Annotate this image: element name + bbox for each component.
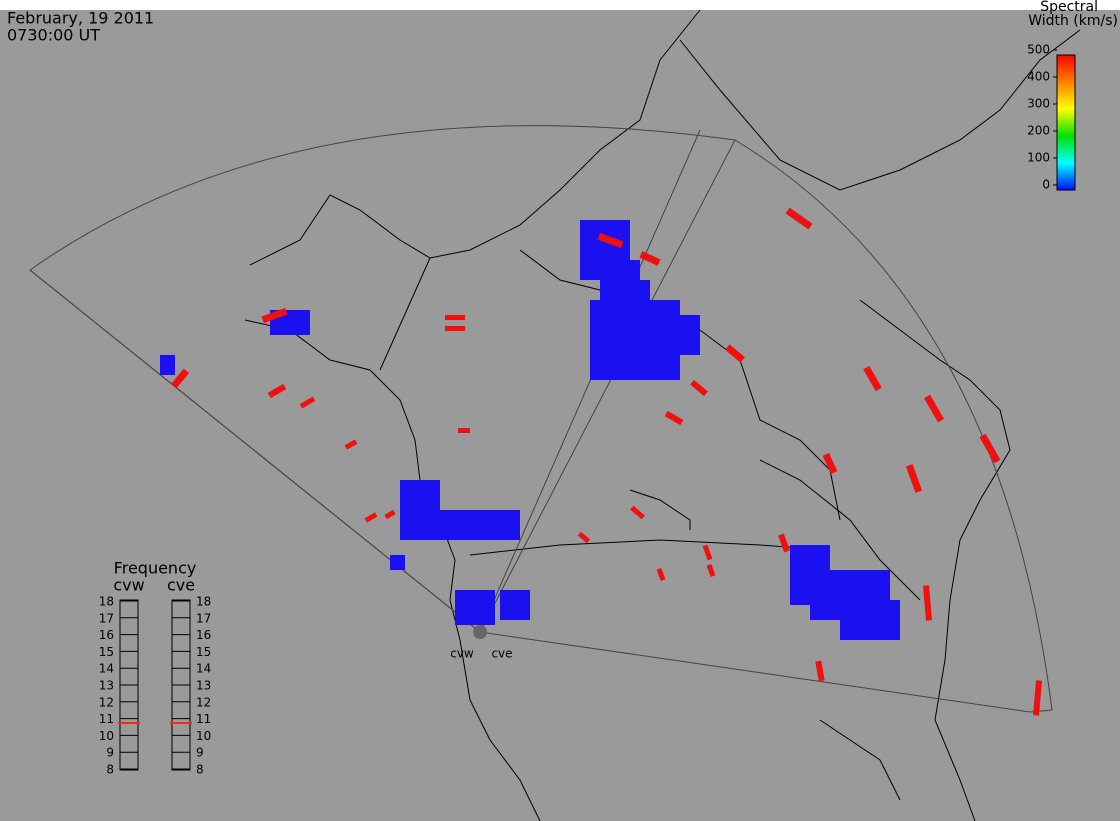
cell bbox=[170, 368, 190, 389]
radar-label: cvw bbox=[450, 647, 474, 661]
frequency-title: Frequency bbox=[114, 559, 197, 578]
cell bbox=[440, 510, 520, 540]
cell bbox=[364, 512, 378, 523]
radar-name: cve bbox=[167, 576, 195, 595]
frequency-tick-label: 14 bbox=[99, 662, 114, 676]
frequency-tick-label: 15 bbox=[99, 645, 114, 659]
cell bbox=[445, 315, 465, 320]
cell bbox=[664, 410, 684, 426]
cell bbox=[785, 207, 813, 230]
cell bbox=[725, 344, 745, 363]
coastlines bbox=[244, 9, 1081, 821]
frequency-tick-label: 11 bbox=[196, 712, 211, 726]
cell bbox=[390, 555, 405, 570]
cell bbox=[630, 505, 645, 520]
frequency-tick-label: 16 bbox=[99, 628, 114, 642]
cell bbox=[863, 365, 882, 392]
cell bbox=[840, 600, 900, 640]
cell bbox=[639, 251, 661, 266]
colorbar-ticks: 0 100 200 300 400 500 bbox=[1027, 43, 1057, 192]
cell bbox=[458, 428, 470, 433]
frequency-tick-label: 18 bbox=[196, 595, 211, 609]
cell bbox=[905, 464, 923, 493]
frequency-tick-label: 14 bbox=[196, 662, 211, 676]
frequency-tick-label: 8 bbox=[196, 763, 204, 777]
time: 0730:00 UT bbox=[7, 26, 100, 45]
cell bbox=[299, 396, 316, 409]
frequency-tick-label: 18 bbox=[99, 595, 114, 609]
colorbar-tick-label: 300 bbox=[1027, 97, 1050, 111]
radar-name: cvw bbox=[113, 576, 144, 595]
cell bbox=[1032, 680, 1043, 716]
cell bbox=[455, 590, 495, 625]
cell bbox=[400, 480, 440, 540]
frequency-tick-label: 10 bbox=[99, 729, 114, 743]
cell bbox=[445, 326, 465, 331]
frequency-tick-label: 13 bbox=[99, 679, 114, 693]
cell bbox=[597, 232, 624, 249]
cell bbox=[690, 379, 708, 397]
frequency-tick-label: 16 bbox=[196, 628, 211, 642]
cell bbox=[979, 433, 1001, 464]
cell bbox=[500, 590, 530, 620]
colorbar bbox=[1056, 54, 1076, 191]
cell bbox=[577, 531, 591, 544]
frequency-tick-label: 17 bbox=[99, 611, 114, 625]
map-background bbox=[0, 10, 1120, 821]
radar-cells bbox=[160, 207, 1043, 716]
colorbar-tick-label: 200 bbox=[1027, 124, 1050, 138]
cell bbox=[344, 439, 358, 450]
colorbar-tick-label: 100 bbox=[1027, 151, 1050, 165]
frequency-tick-label: 15 bbox=[196, 645, 211, 659]
cell bbox=[702, 544, 713, 561]
cell bbox=[384, 509, 396, 520]
frequency-panel: cvw89101112131415161718cve89101112131415… bbox=[99, 576, 212, 777]
date: February, 19 2011 bbox=[7, 9, 154, 28]
frequency-tick-label: 12 bbox=[196, 695, 211, 709]
radar-label: cve bbox=[491, 647, 512, 661]
colorbar-tick-label: 400 bbox=[1027, 70, 1050, 84]
cell bbox=[822, 452, 838, 475]
frequency-tick-label: 12 bbox=[99, 695, 114, 709]
frequency-tick-label: 8 bbox=[106, 763, 114, 777]
colorbar-tick-label: 500 bbox=[1027, 43, 1050, 57]
frequency-tick-label: 13 bbox=[196, 679, 211, 693]
colorbar-title: Width (km/s) bbox=[1028, 13, 1118, 29]
cell bbox=[923, 394, 945, 423]
frequency-tick-label: 9 bbox=[106, 746, 114, 760]
cell bbox=[815, 660, 825, 682]
cell bbox=[778, 533, 790, 553]
colorbar-title: Spectral bbox=[1040, 0, 1098, 15]
radar-site bbox=[473, 625, 487, 639]
cell bbox=[656, 568, 666, 581]
cell bbox=[267, 383, 287, 399]
frequency-tick-label: 11 bbox=[99, 712, 114, 726]
cell bbox=[160, 355, 175, 375]
cell bbox=[650, 315, 700, 355]
frequency-tick-label: 9 bbox=[196, 746, 204, 760]
radar-fan bbox=[29, 125, 1053, 713]
cell bbox=[922, 585, 933, 621]
frequency-tick-label: 17 bbox=[196, 611, 211, 625]
cell bbox=[620, 280, 650, 300]
frequency-tick-label: 10 bbox=[196, 729, 211, 743]
cell bbox=[261, 307, 288, 324]
colorbar-tick-label: 0 bbox=[1042, 178, 1050, 192]
cell bbox=[706, 564, 716, 577]
